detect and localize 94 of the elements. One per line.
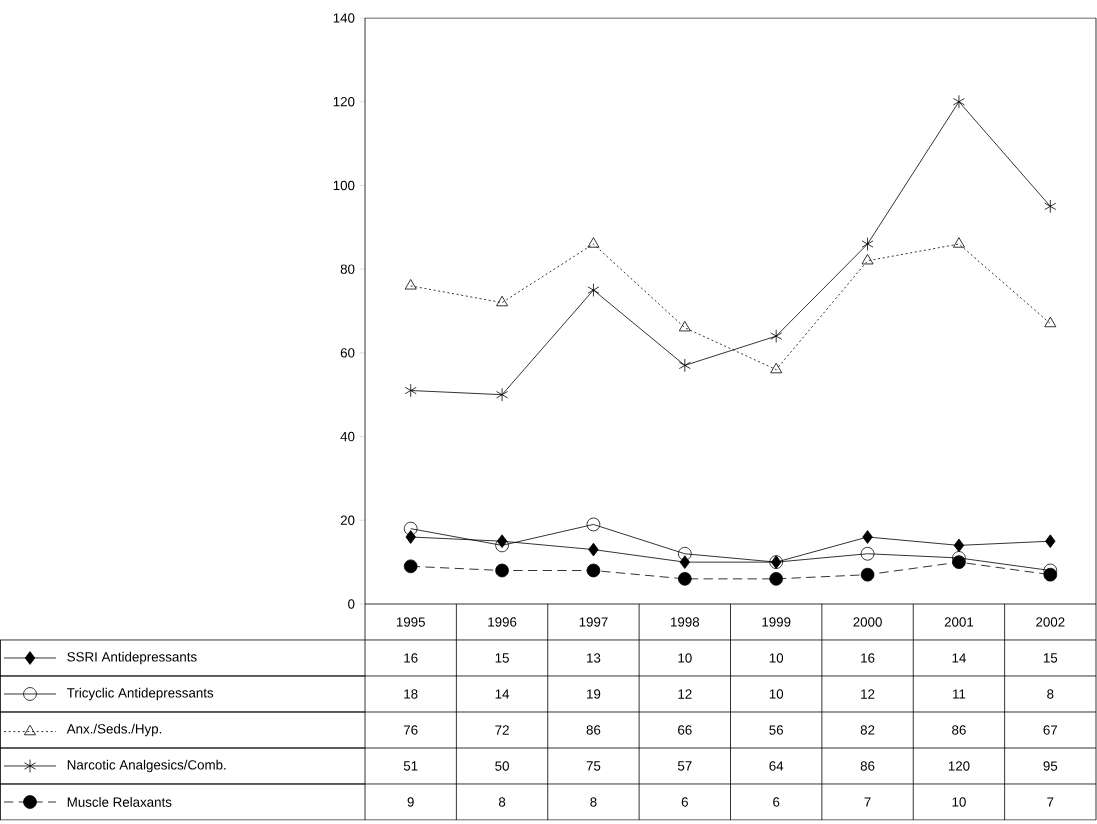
point bbox=[769, 572, 783, 586]
point bbox=[403, 521, 418, 536]
data-label: 10 bbox=[769, 653, 784, 663]
data-label: 8 bbox=[590, 797, 597, 807]
x-tick-label: 2002 bbox=[1036, 617, 1065, 627]
x-tick-label: 1997 bbox=[579, 617, 608, 627]
data-label: 7 bbox=[1047, 797, 1054, 807]
data-label: 72 bbox=[495, 725, 509, 735]
point bbox=[861, 253, 874, 265]
data-label: 57 bbox=[677, 761, 692, 771]
point bbox=[860, 546, 875, 561]
data-label: 16 bbox=[404, 653, 418, 663]
x-tick-label: 1995 bbox=[396, 617, 425, 627]
point bbox=[862, 530, 873, 544]
point bbox=[588, 542, 599, 557]
point bbox=[678, 320, 691, 332]
y-tick-label: 140 bbox=[333, 13, 355, 23]
data-label: 82 bbox=[860, 725, 875, 735]
point bbox=[678, 572, 692, 586]
data-label: 18 bbox=[404, 689, 418, 699]
point bbox=[860, 567, 875, 582]
data-label: 15 bbox=[495, 653, 509, 663]
data-label: 8 bbox=[1047, 689, 1054, 699]
point bbox=[678, 358, 691, 373]
legend-label: Tricyclic Antidepressants bbox=[67, 687, 214, 701]
y-tick-label: 80 bbox=[340, 264, 355, 274]
y-tick-label: 120 bbox=[333, 96, 355, 107]
x-tick-label: 1998 bbox=[671, 617, 700, 627]
data-label: 11 bbox=[953, 689, 966, 699]
data-label: 10 bbox=[769, 689, 784, 699]
data-label: 64 bbox=[769, 761, 784, 771]
point bbox=[404, 279, 417, 290]
legend-label: Narcotic Analgesics/Comb. bbox=[67, 759, 226, 773]
data-label: 95 bbox=[1043, 761, 1058, 771]
point bbox=[952, 94, 965, 109]
data-label: 76 bbox=[403, 725, 418, 735]
y-tick-label: 100 bbox=[333, 180, 355, 191]
data-label: 12 bbox=[861, 689, 875, 699]
data-label: 7 bbox=[864, 797, 871, 807]
y-tick-label: 40 bbox=[340, 431, 355, 442]
data-label: 14 bbox=[952, 653, 966, 663]
point bbox=[495, 538, 509, 553]
point bbox=[404, 383, 417, 398]
point bbox=[770, 362, 783, 374]
data-label: 56 bbox=[769, 725, 784, 735]
point bbox=[1044, 316, 1057, 328]
y-tick-label: 60 bbox=[340, 348, 355, 358]
point bbox=[678, 546, 692, 561]
y-tick-label: 0 bbox=[348, 599, 355, 609]
data-label: 120 bbox=[948, 761, 970, 771]
x-tick-label: 2001 bbox=[944, 617, 974, 627]
x-tick-label: 1999 bbox=[762, 617, 791, 627]
data-label: 66 bbox=[678, 725, 692, 735]
data-label: 16 bbox=[861, 653, 875, 663]
point bbox=[1045, 534, 1056, 548]
data-label: 19 bbox=[587, 689, 601, 699]
data-label: 50 bbox=[495, 761, 509, 771]
data-label: 10 bbox=[678, 653, 692, 663]
data-label: 8 bbox=[498, 797, 506, 807]
point bbox=[861, 237, 874, 251]
data-label: 86 bbox=[952, 725, 966, 735]
point bbox=[587, 237, 600, 248]
x-tick-label: 1996 bbox=[488, 617, 517, 627]
point bbox=[495, 563, 509, 578]
legend-label: Muscle Relaxants bbox=[67, 797, 172, 807]
point bbox=[770, 329, 783, 343]
point bbox=[496, 387, 509, 402]
data-label: 15 bbox=[1043, 653, 1058, 663]
point bbox=[587, 283, 600, 297]
point bbox=[586, 563, 601, 578]
data-label: 14 bbox=[495, 689, 510, 699]
legend-label: Anx./Seds./Hyp. bbox=[66, 723, 162, 737]
data-label: 13 bbox=[587, 653, 601, 663]
data-label: 67 bbox=[1043, 725, 1058, 735]
data-label: 51 bbox=[403, 761, 418, 771]
data-label: 86 bbox=[586, 725, 601, 735]
data-label: 12 bbox=[678, 689, 692, 699]
point bbox=[1044, 199, 1057, 214]
data-label: 9 bbox=[407, 797, 414, 807]
data-label: 86 bbox=[860, 761, 875, 771]
legend-label: SSRI Antidepressants bbox=[67, 651, 197, 665]
data-label: 10 bbox=[952, 797, 966, 807]
point bbox=[953, 538, 965, 553]
point bbox=[952, 237, 965, 248]
y-tick-label: 20 bbox=[340, 515, 355, 525]
data-label: 6 bbox=[681, 797, 688, 807]
point bbox=[586, 517, 601, 532]
point bbox=[403, 559, 418, 574]
x-tick-label: 2000 bbox=[853, 617, 882, 627]
data-label: 75 bbox=[586, 761, 601, 771]
data-label: 6 bbox=[773, 797, 780, 807]
point bbox=[1043, 567, 1058, 582]
point bbox=[952, 555, 966, 569]
point bbox=[496, 295, 509, 307]
